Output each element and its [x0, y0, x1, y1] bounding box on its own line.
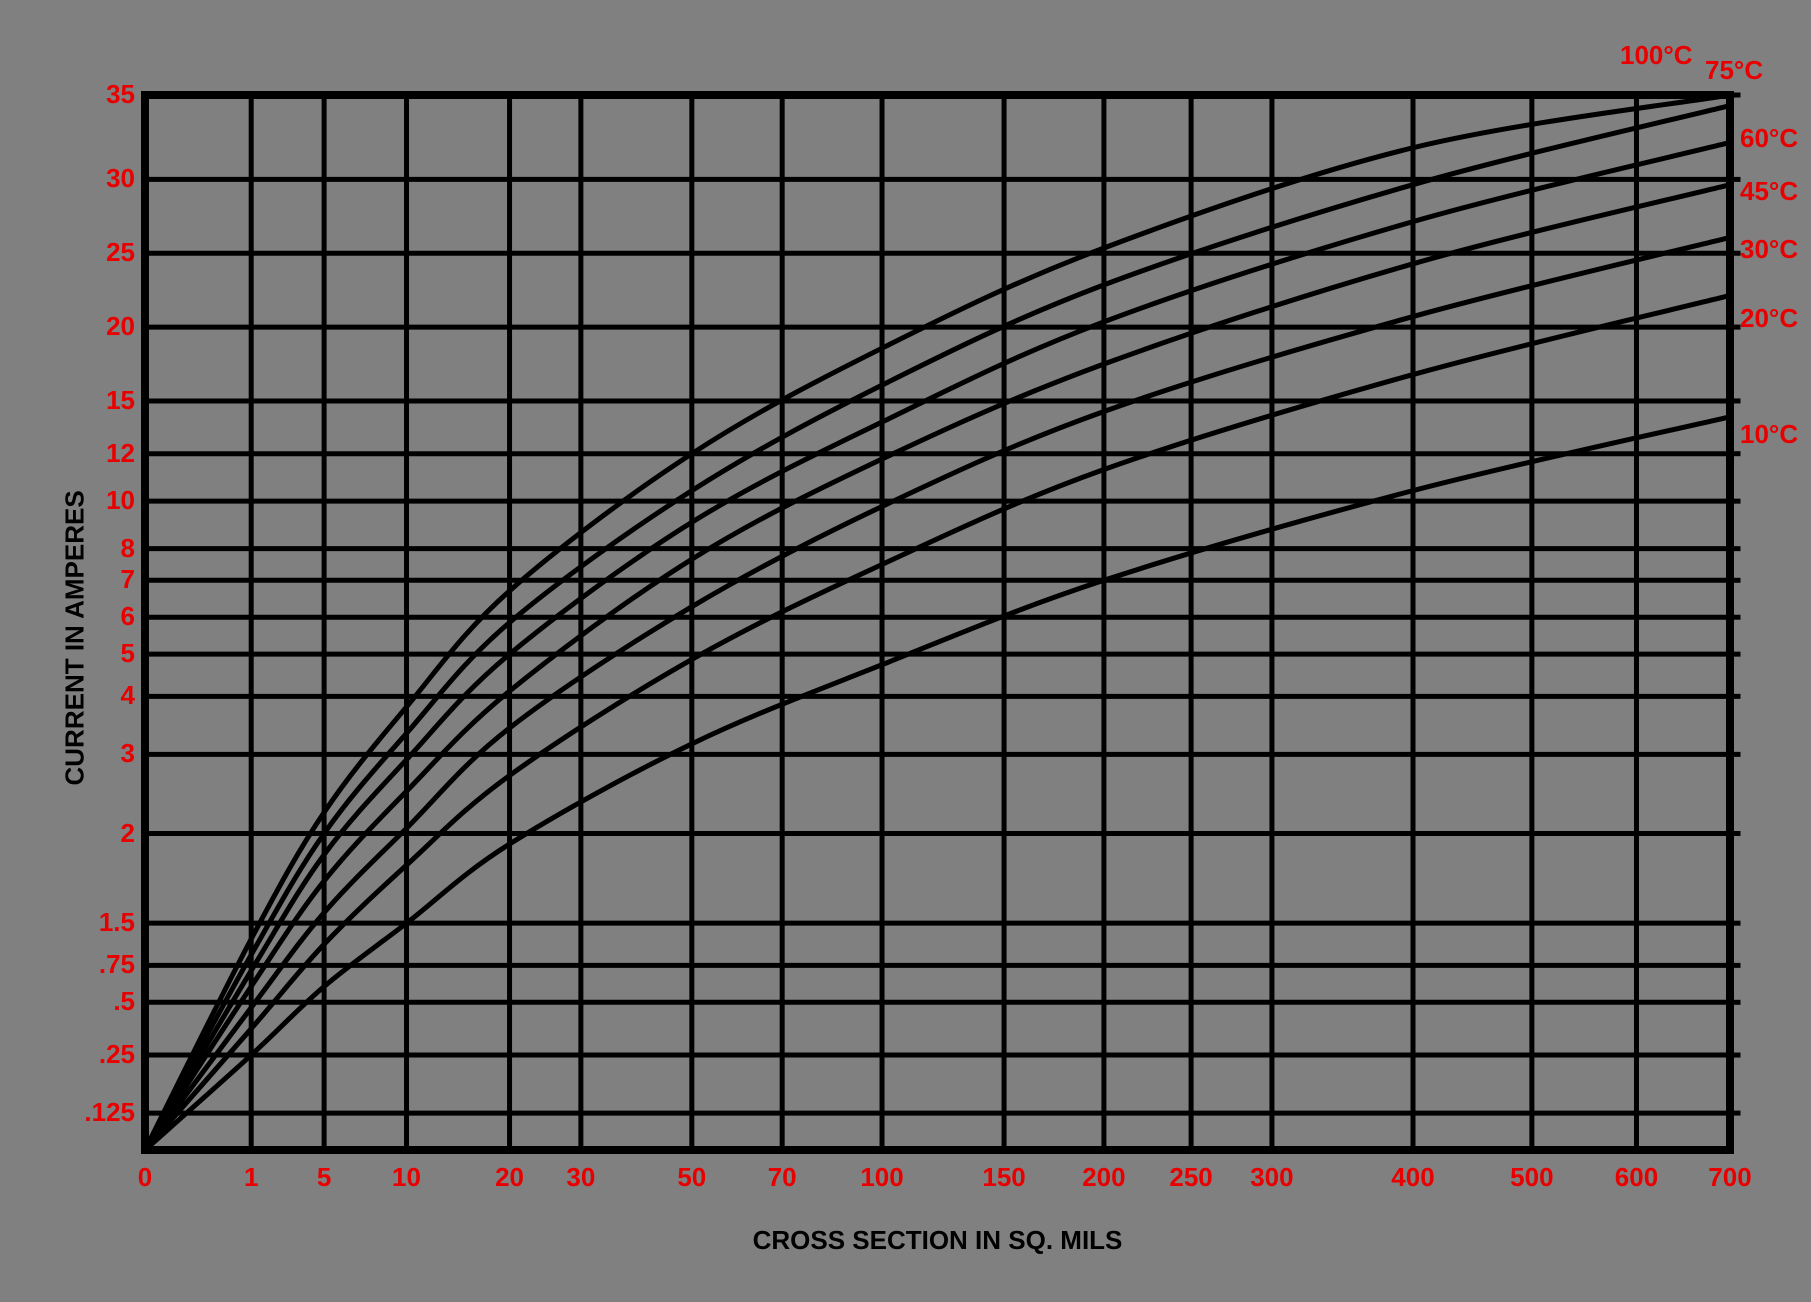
- x-tick-label: 250: [1151, 1162, 1231, 1193]
- y-tick-label: .25: [55, 1039, 135, 1070]
- x-tick-label: 50: [652, 1162, 732, 1193]
- x-tick-label: 0: [105, 1162, 185, 1193]
- x-tick-label: 500: [1492, 1162, 1572, 1193]
- temperature-curve: [145, 237, 1730, 1150]
- chart-container: CURRENT IN AMPERES CROSS SECTION IN SQ. …: [0, 0, 1811, 1302]
- x-tick-label: 5: [284, 1162, 364, 1193]
- temperature-label: 45°C: [1740, 176, 1798, 207]
- y-tick-label: 12: [55, 438, 135, 469]
- temperature-label: 30°C: [1740, 234, 1798, 265]
- y-tick-label: 35: [55, 79, 135, 110]
- y-tick-label: 30: [55, 163, 135, 194]
- x-tick-label: 700: [1690, 1162, 1770, 1193]
- y-tick-label: 25: [55, 237, 135, 268]
- y-tick-label: 15: [55, 385, 135, 416]
- chart-svg: [0, 0, 1811, 1302]
- y-tick-label: .75: [55, 949, 135, 980]
- y-tick-label: 1.5: [55, 907, 135, 938]
- x-tick-label: 150: [964, 1162, 1044, 1193]
- temperature-label: 60°C: [1740, 123, 1798, 154]
- temperature-curve: [145, 295, 1730, 1150]
- y-tick-label: 4: [55, 680, 135, 711]
- y-tick-label: 5: [55, 638, 135, 669]
- x-tick-label: 20: [470, 1162, 550, 1193]
- temperature-label: 10°C: [1740, 419, 1798, 450]
- y-tick-label: 2: [55, 818, 135, 849]
- y-tick-label: 10: [55, 485, 135, 516]
- x-tick-label: 200: [1064, 1162, 1144, 1193]
- y-tick-label: 6: [55, 601, 135, 632]
- temperature-label: 20°C: [1740, 303, 1798, 334]
- temperature-curve: [145, 106, 1730, 1150]
- y-tick-label: .5: [55, 986, 135, 1017]
- y-tick-label: .125: [55, 1097, 135, 1128]
- y-tick-label: 20: [55, 311, 135, 342]
- y-tick-label: 3: [55, 738, 135, 769]
- x-tick-label: 600: [1596, 1162, 1676, 1193]
- x-tick-label: 100: [842, 1162, 922, 1193]
- x-tick-label: 400: [1373, 1162, 1453, 1193]
- y-tick-label: 8: [55, 533, 135, 564]
- x-tick-label: 30: [541, 1162, 621, 1193]
- x-tick-label: 70: [742, 1162, 822, 1193]
- x-tick-label: 1: [211, 1162, 291, 1193]
- temperature-label: 100°C: [1620, 40, 1693, 71]
- y-tick-label: 7: [55, 564, 135, 595]
- x-tick-label: 300: [1232, 1162, 1312, 1193]
- x-tick-label: 10: [367, 1162, 447, 1193]
- temperature-label: 75°C: [1705, 55, 1763, 86]
